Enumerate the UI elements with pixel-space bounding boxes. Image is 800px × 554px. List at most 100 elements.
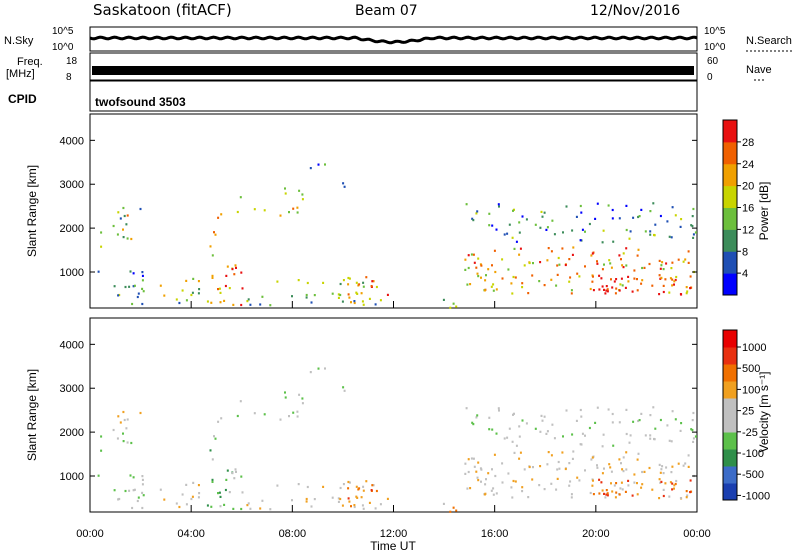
x-tick-label: 20:00 <box>582 528 610 540</box>
power-cell <box>360 292 363 295</box>
velocity-cell <box>126 441 129 444</box>
velocity-cell <box>263 413 266 416</box>
power-cell <box>580 211 583 214</box>
x-tick-label: 16:00 <box>481 528 509 540</box>
power-cell <box>269 304 272 307</box>
power-cell <box>540 210 543 213</box>
velocity-cell <box>495 492 498 495</box>
power-cell <box>322 281 325 284</box>
velocity-cell <box>131 506 134 510</box>
velocity-cell <box>543 488 546 491</box>
velocity-cell <box>467 458 470 461</box>
power-cell <box>621 284 624 287</box>
velocity-cell <box>572 450 575 453</box>
velocity-cell <box>636 458 639 461</box>
velocity-cell <box>234 468 237 471</box>
power-cell <box>570 289 573 292</box>
velocity-cell <box>518 435 521 438</box>
power-cell <box>495 288 498 291</box>
velocity-cell <box>534 427 537 430</box>
beam-title: Beam 07 <box>355 3 418 19</box>
velocity-cell <box>213 435 215 438</box>
colorbar-segment <box>723 163 737 187</box>
power-cell <box>615 287 618 290</box>
velocity-cell <box>610 482 612 485</box>
power-cell <box>601 285 604 288</box>
velocity-cell <box>360 496 363 499</box>
velocity-cell <box>355 485 358 488</box>
power-cell <box>175 298 178 301</box>
x-tick-label: 08:00 <box>279 528 307 540</box>
power-cell <box>641 266 644 270</box>
power-cell <box>664 278 667 281</box>
velocity-frame <box>89 317 698 513</box>
velocity-cell <box>218 491 221 494</box>
power-cell <box>355 291 358 294</box>
power-cell <box>493 249 496 252</box>
power-cell <box>692 236 695 239</box>
velocity-cell <box>510 486 513 489</box>
nave-tick-top: 60 <box>707 56 719 67</box>
velocity-cell <box>284 396 287 399</box>
power-cell <box>671 284 674 287</box>
velocity-cell <box>246 504 249 507</box>
power-cell <box>551 219 554 222</box>
velocity-cell <box>223 503 226 506</box>
power-cell <box>550 250 553 253</box>
power-cell <box>510 282 513 285</box>
velocity-cell <box>618 458 621 461</box>
power-cell <box>472 253 475 256</box>
velocity-cell <box>545 432 548 435</box>
power-cell <box>217 216 220 219</box>
velocity-cell <box>197 484 200 487</box>
power-cell <box>685 286 688 289</box>
velocity-cell <box>668 495 671 498</box>
power-cell <box>480 264 483 267</box>
velocity-cell <box>521 490 524 493</box>
power-cell <box>488 212 491 215</box>
power-cell <box>317 163 320 166</box>
power-cell <box>613 280 616 283</box>
power-cell <box>469 283 472 286</box>
velocity-cell <box>673 484 676 487</box>
power-cell <box>198 288 201 291</box>
velocity-cell <box>220 417 223 420</box>
velocity-cell <box>298 393 301 396</box>
velocity-cell <box>615 491 618 494</box>
power-cell <box>292 207 295 210</box>
power-cell <box>141 287 144 290</box>
velocity-cell <box>125 427 128 430</box>
power-cell <box>643 266 646 269</box>
velocity-cell <box>353 505 356 509</box>
power-cell <box>131 302 134 306</box>
velocity-cell <box>371 484 374 487</box>
velocity-cell <box>594 421 597 424</box>
velocity-cell <box>348 481 351 484</box>
power-cell <box>213 231 215 234</box>
velocity-cell <box>331 496 334 499</box>
power-cell <box>219 301 222 304</box>
power-cell <box>525 218 528 221</box>
velocity-cell <box>532 466 534 469</box>
power-cell <box>669 277 672 280</box>
power-cell <box>475 266 478 269</box>
y-tick-label: 4000 <box>60 339 84 351</box>
velocity-cell <box>682 464 685 467</box>
power-cell <box>576 272 579 275</box>
velocity-cell <box>670 440 673 443</box>
power-cell <box>141 274 144 277</box>
velocity-cell <box>687 454 690 457</box>
velocity-cell <box>491 468 493 471</box>
velocity-cell <box>590 458 593 461</box>
velocity-cell <box>539 430 542 433</box>
colorbar-tick-label: 25 <box>742 406 754 418</box>
velocity-cell <box>139 411 142 415</box>
velocity-cell <box>225 478 228 481</box>
power-cell <box>600 277 603 280</box>
velocity-cell <box>198 492 201 495</box>
power-cell <box>689 287 692 290</box>
y-tick-label: 2000 <box>60 427 84 439</box>
velocity-cell <box>619 487 622 490</box>
power-cell <box>197 292 200 295</box>
power-cell <box>579 239 582 242</box>
